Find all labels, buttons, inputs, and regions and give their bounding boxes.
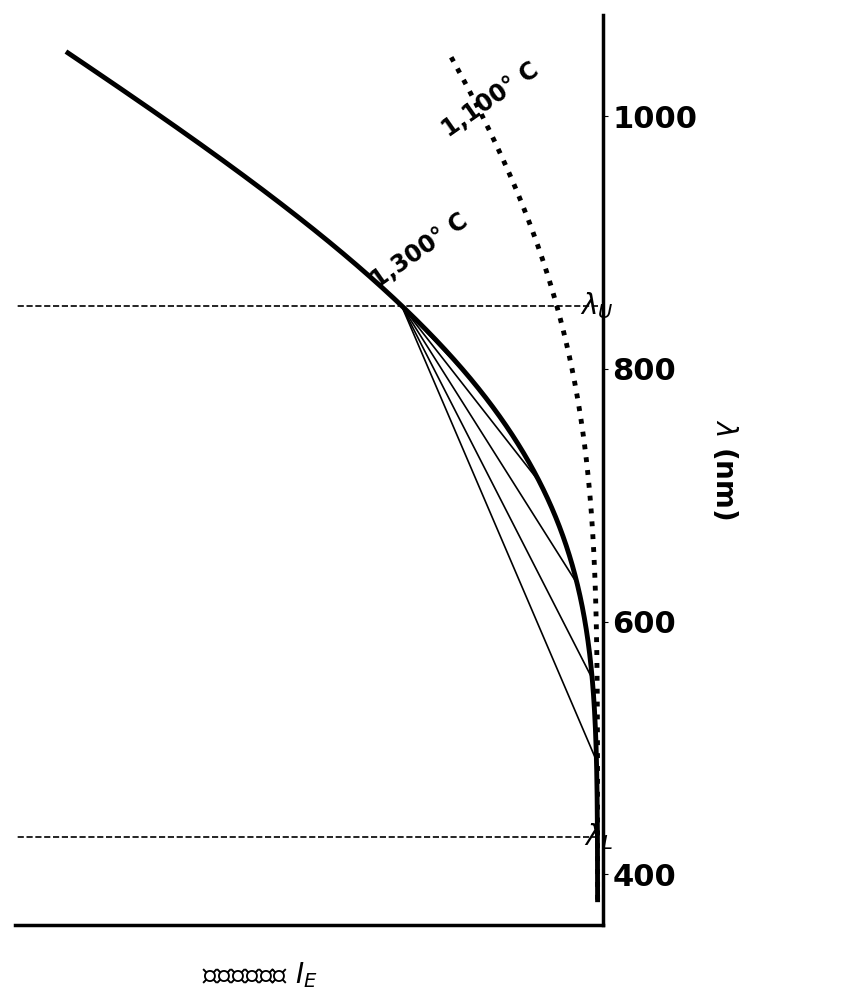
Text: $\lambda_L$: $\lambda_L$ xyxy=(584,821,614,852)
Text: （光束強度） $I_E$: （光束強度） $I_E$ xyxy=(202,960,318,990)
Text: 1,300° C: 1,300° C xyxy=(367,209,473,293)
Y-axis label: $\lambda$ (nm): $\lambda$ (nm) xyxy=(710,419,740,521)
Text: 1,100° C: 1,100° C xyxy=(438,57,544,141)
Text: $\lambda_U$: $\lambda_U$ xyxy=(580,290,614,321)
